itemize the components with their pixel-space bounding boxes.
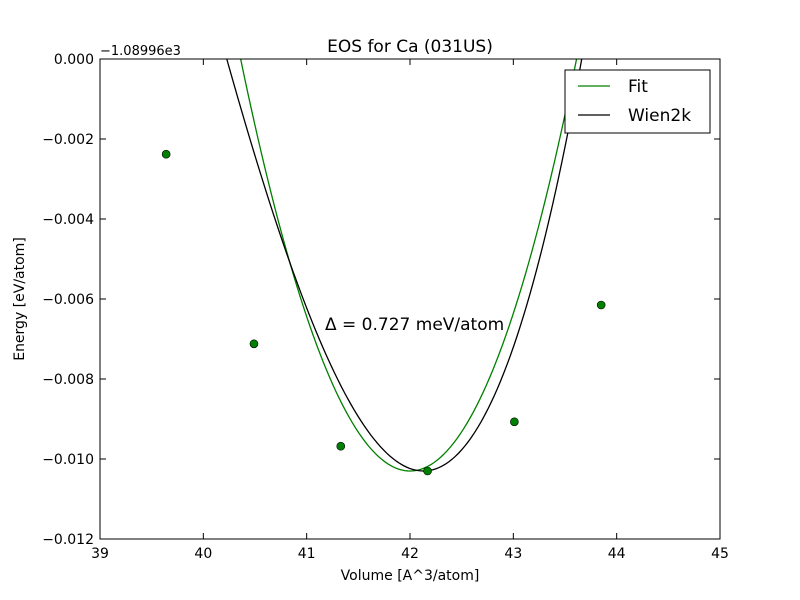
x-tick-label: 40 (194, 546, 212, 562)
legend-label-wien2k: Wien2k (628, 106, 691, 126)
y-tick-label: −0.006 (42, 292, 94, 308)
y-tick-label: −0.002 (42, 132, 94, 148)
y-tick-label: −0.010 (42, 452, 94, 468)
delta-annotation: Δ = 0.727 meV/atom (325, 315, 504, 335)
legend: Fit Wien2k (564, 69, 711, 134)
data-point (249, 339, 259, 349)
x-axis-label: Volume [A^3/atom] (341, 568, 480, 584)
y-tick-label: −0.008 (42, 372, 94, 388)
y-axis-label: Energy [eV/atom] (12, 237, 28, 361)
x-tick-label: 39 (91, 546, 109, 562)
x-tick-label: 43 (504, 546, 522, 562)
data-point (510, 417, 519, 427)
series-line-fit (239, 59, 578, 472)
plot-area (161, 59, 606, 476)
data-point (336, 441, 346, 451)
x-tick-label: 45 (711, 546, 729, 562)
legend-box (564, 69, 711, 134)
chart-title: EOS for Ca (031US) (327, 37, 493, 57)
x-tick-label: 44 (608, 546, 626, 562)
y-tick-label: 0.000 (54, 52, 94, 68)
data-point (596, 300, 606, 310)
y-tick-label: −0.004 (42, 212, 94, 228)
x-tick-label: 41 (298, 546, 316, 562)
legend-label-fit: Fit (628, 77, 648, 97)
data-point (161, 149, 171, 159)
data-point (423, 466, 432, 476)
y-offset-label: −1.08996e3 (100, 44, 181, 59)
x-tick-label: 42 (401, 546, 419, 562)
y-tick-label: −0.012 (42, 532, 94, 548)
axis-ticks: 39 40 41 42 43 44 45 0.000 −0.002 −0.004 −0.006 −0.… (42, 52, 729, 562)
